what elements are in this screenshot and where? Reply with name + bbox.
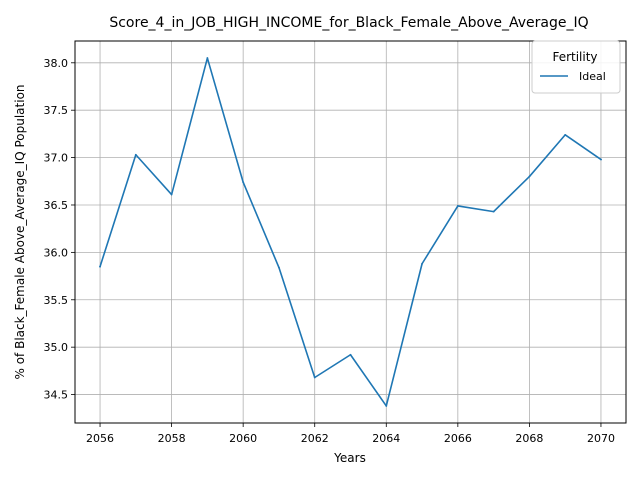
y-tick-label: 38.0 bbox=[44, 57, 69, 70]
y-axis-label: % of Black_Female Above_Average_IQ Popul… bbox=[13, 84, 27, 379]
data-point bbox=[170, 193, 173, 196]
data-point bbox=[421, 262, 423, 265]
data-point bbox=[349, 353, 352, 356]
x-tick-label: 2064 bbox=[372, 432, 400, 445]
legend: Fertility Ideal bbox=[531, 40, 621, 94]
legend-label-ideal: Ideal bbox=[579, 70, 606, 83]
y-tick-label: 36.0 bbox=[44, 246, 69, 259]
x-tick-label: 2062 bbox=[301, 432, 329, 445]
x-axis-label: Years bbox=[333, 451, 366, 465]
y-tick-label: 35.0 bbox=[44, 341, 69, 354]
chart-title: Score_4_in_JOB_HIGH_INCOME_for_Black_Fem… bbox=[109, 15, 588, 31]
y-tick-label: 37.5 bbox=[44, 104, 69, 117]
x-tick-label: 2060 bbox=[229, 432, 257, 445]
data-point bbox=[313, 376, 316, 379]
data-point bbox=[600, 158, 602, 161]
data-point bbox=[278, 266, 280, 269]
y-tick-label: 34.5 bbox=[44, 389, 69, 402]
data-point bbox=[492, 210, 495, 213]
data-point bbox=[456, 205, 459, 207]
data-point bbox=[385, 405, 388, 407]
x-tick-label: 2058 bbox=[158, 432, 186, 445]
x-tick-label: 2068 bbox=[515, 432, 543, 445]
x-tick-label: 2056 bbox=[86, 432, 114, 445]
x-tick-label: 2066 bbox=[444, 432, 472, 445]
data-point bbox=[242, 181, 245, 184]
series-layer bbox=[99, 57, 603, 407]
data-point bbox=[134, 153, 137, 156]
legend-title: Fertility bbox=[552, 50, 597, 64]
legend-box bbox=[531, 40, 621, 94]
y-tick-label: 35.5 bbox=[44, 294, 69, 307]
y-tick-label: 36.5 bbox=[44, 199, 69, 212]
data-point bbox=[528, 175, 531, 178]
data-point bbox=[99, 265, 101, 268]
data-point bbox=[564, 133, 567, 136]
y-tick-label: 37.0 bbox=[44, 152, 69, 165]
x-tick-label: 2070 bbox=[587, 432, 615, 445]
grid bbox=[75, 41, 626, 423]
plot-frame bbox=[74, 40, 627, 424]
data-point bbox=[206, 57, 209, 59]
ticks: 2056 2058 2060 2062 2064 2066 2068 2070 34.5 35.0… bbox=[44, 57, 615, 445]
